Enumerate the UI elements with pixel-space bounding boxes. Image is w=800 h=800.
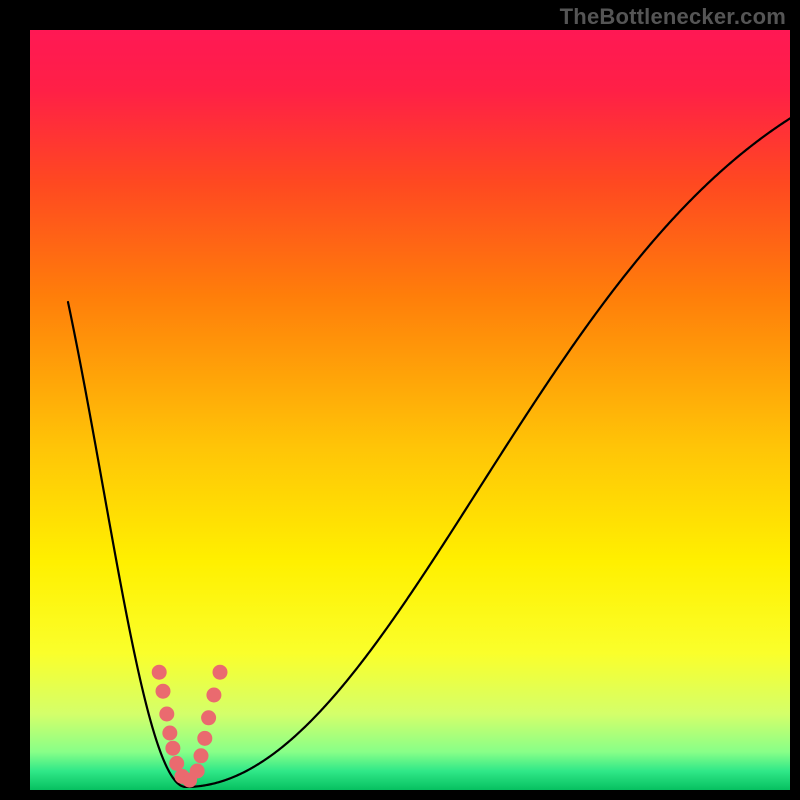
chart-container: TheBottlenecker.com — [0, 0, 800, 800]
plot-area — [30, 30, 790, 790]
data-marker — [198, 731, 212, 745]
data-marker — [170, 756, 184, 770]
data-marker — [207, 688, 221, 702]
data-marker — [190, 764, 204, 778]
chart-svg — [30, 30, 790, 790]
watermark-text: TheBottlenecker.com — [560, 4, 786, 30]
data-marker — [213, 665, 227, 679]
gradient-background — [30, 30, 790, 790]
data-marker — [160, 707, 174, 721]
data-marker — [194, 749, 208, 763]
data-marker — [202, 711, 216, 725]
data-marker — [152, 665, 166, 679]
data-marker — [163, 726, 177, 740]
data-marker — [156, 684, 170, 698]
data-marker — [166, 741, 180, 755]
